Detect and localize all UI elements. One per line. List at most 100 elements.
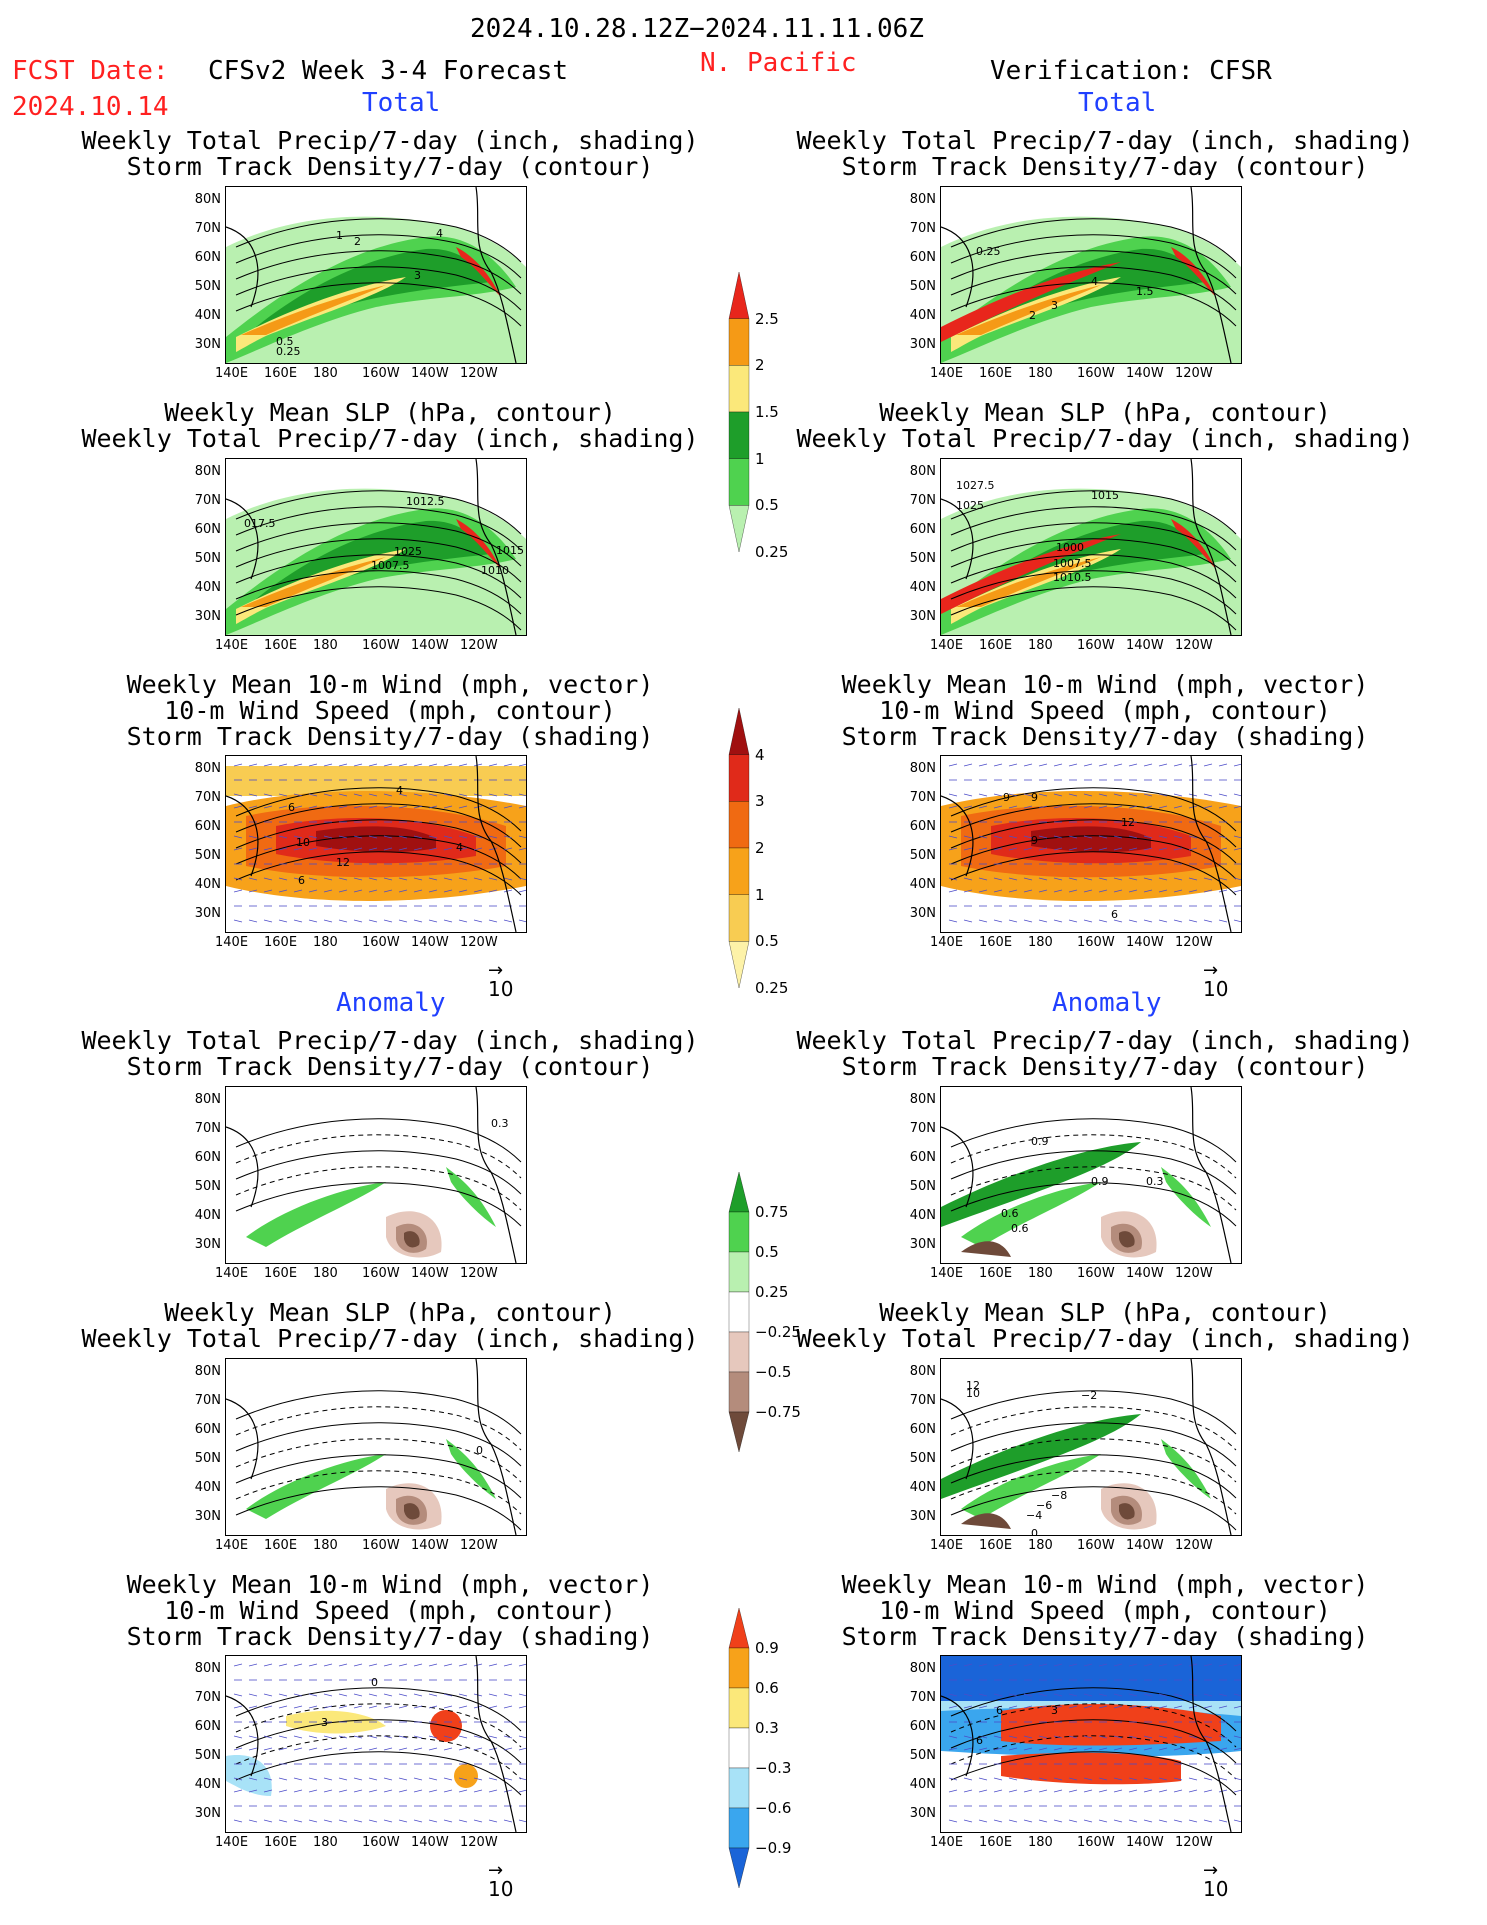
lon-label: 180 (1028, 1538, 1053, 1553)
title-p2: Weekly Total Precip/7-day (inch, shading… (745, 128, 1465, 180)
wind-vector (398, 1705, 408, 1709)
contour-label: 1007.5 (1053, 557, 1092, 570)
lon-label: 160W (1077, 1266, 1115, 1281)
wind-vector (308, 1747, 318, 1751)
map-svg: 0.9 0.9 0.3 0.6 0.6 (941, 1087, 1237, 1263)
wind-vector (518, 919, 526, 923)
lat-label: 40N (194, 1208, 221, 1223)
wind-vector (338, 919, 348, 923)
wind-vector (488, 847, 498, 851)
colorbar-label: 0.9 (755, 1639, 779, 1657)
wind-vector (1218, 1663, 1228, 1667)
wind-vector (323, 1693, 333, 1697)
lat-label: 70N (909, 790, 936, 805)
wind-vector (458, 835, 468, 839)
wind-vector (233, 1693, 243, 1697)
wind-vector (383, 1789, 393, 1793)
wind-vector (1128, 877, 1138, 881)
precip-shade-orange (241, 557, 386, 607)
wind-vector (293, 805, 303, 809)
wind-vector (323, 763, 333, 767)
wind-vector (368, 1777, 378, 1781)
map-panel-4: 1027.5 1025 1015 1000 1010.5 1007.5 (940, 458, 1242, 636)
wind-vector (398, 877, 408, 881)
wind-vector (1233, 889, 1241, 893)
wind-vector (488, 763, 498, 767)
contour-label: 2 (354, 235, 361, 248)
lat-label: 30N (194, 609, 221, 624)
wind-vector (1068, 1777, 1078, 1781)
wind-vector (1023, 1663, 1033, 1667)
contour-label: 1015 (496, 544, 524, 557)
wind-vector (263, 805, 273, 809)
wind-vector (1098, 1777, 1108, 1781)
precip-anom-pos (961, 1182, 1101, 1247)
wind-vector (1218, 1705, 1228, 1709)
wind-vector (1128, 919, 1138, 923)
wind-vector (1023, 763, 1033, 767)
wind-vector (948, 1777, 958, 1781)
wind-vector (993, 877, 1003, 881)
wind-vector (1188, 1777, 1198, 1781)
wind-vector (963, 919, 973, 923)
wind-vector (338, 1735, 348, 1739)
colorbar-swatch (728, 708, 750, 755)
wind-vector (1053, 919, 1063, 923)
lon-label: 120W (1175, 1835, 1213, 1850)
colorbar-swatch (728, 1608, 750, 1649)
lon-label: 180 (313, 638, 338, 653)
wind-vector (1113, 1777, 1123, 1781)
wind-vector (278, 1777, 288, 1781)
wind-vector (1158, 1777, 1168, 1781)
precip-shade-yellow (951, 277, 1121, 352)
contour-line (950, 787, 1237, 832)
wind-vector (458, 1747, 468, 1751)
lat-label: 80N (194, 761, 221, 776)
wind-vector (488, 835, 498, 839)
wind-vector (1233, 835, 1241, 839)
vector-ref-value: 10 (1203, 1877, 1229, 1901)
contour-label: 0 (476, 1444, 483, 1457)
lat-label: 50N (909, 1451, 936, 1466)
wind-vector (948, 919, 958, 923)
wind-vector (948, 835, 958, 839)
wind-vector (1218, 877, 1228, 881)
wind-vector (248, 763, 258, 767)
wind-vector (338, 1777, 348, 1781)
colorbar-label: 2 (755, 839, 765, 857)
wind-vector (428, 835, 438, 839)
wind-vector (248, 1789, 258, 1793)
wind-vector (413, 1789, 423, 1793)
wind-vector (1143, 1735, 1153, 1739)
colorbar-swatch (728, 801, 750, 849)
title-line: Weekly Mean 10-m Wind (mph, vector) (841, 670, 1369, 699)
wind-vector (1203, 1819, 1213, 1823)
map-svg: 0.3 (226, 1087, 522, 1263)
wind-vector (1083, 793, 1093, 797)
lon-label: 120W (460, 366, 498, 381)
wind-vector (263, 1747, 273, 1751)
wind-vector (413, 1819, 423, 1823)
wind-vector (948, 847, 958, 851)
title-line: Weekly Total Precip/7-day (inch, shading… (81, 1026, 699, 1055)
wind-vector (308, 919, 318, 923)
wind-vector (1008, 877, 1018, 881)
wind-vector (383, 793, 393, 797)
wind-vector (948, 1693, 958, 1697)
wind-vector (1203, 835, 1213, 839)
title-line: Weekly Mean 10-m Wind (mph, vector) (126, 670, 654, 699)
wind-vector (1113, 793, 1123, 797)
colorbar-swatch (728, 1172, 750, 1213)
wind-vector (278, 877, 288, 881)
wind-vector (1173, 1663, 1183, 1667)
wind-vector (1023, 1705, 1033, 1709)
wind-vector (353, 1663, 363, 1667)
lon-label: 120W (1175, 1538, 1213, 1553)
wind-vector (308, 889, 318, 893)
wind-vector (263, 877, 273, 881)
wind-vector (263, 1693, 273, 1697)
wind-vector (338, 889, 348, 893)
vector-ref-value: 10 (1203, 977, 1229, 1001)
map-panel-8: 0.9 0.9 0.3 0.6 0.6 (940, 1086, 1242, 1264)
